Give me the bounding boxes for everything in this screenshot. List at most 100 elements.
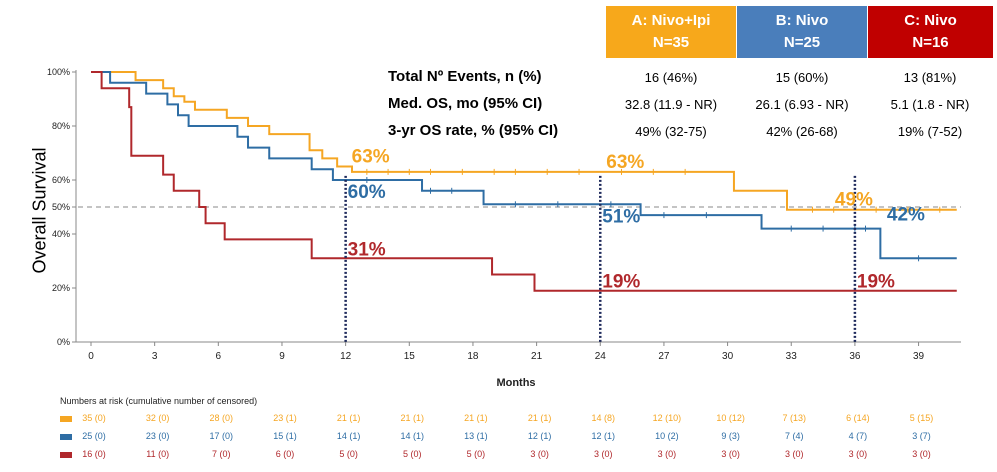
x-tick-label: 9 [279,351,285,362]
risk-cell: 4 (7) [848,431,868,441]
y-tick-label: 100% [47,67,70,77]
risk-cell: 17 (0) [209,431,234,441]
annotation-c: 19% [602,272,640,293]
risk-cell: 21 (1) [464,413,488,423]
risk-cell: 12 (1) [527,431,552,441]
arm-b-n: N=25 [783,34,821,51]
risk-cell: 5 (0) [403,449,422,459]
arm-header-a: A: Nivo+Ipi N=35 [606,6,736,58]
stat-label: 3-yr OS rate, % (95% CI) [388,122,559,139]
risk-cell: 3 (0) [784,449,804,459]
stat-value-c: 19% (7-52) [897,124,963,139]
risk-cell: 14 (1) [336,431,361,441]
risk-row-c: 16 (0) 11 (0) 7 (0) 6 (0) 5 (0) 5 (0) 5 (0) 3 (… [60,449,960,463]
stat-value-b: 15 (60%) [775,70,829,85]
annotation-b: 60% [348,182,386,203]
x-tick-label: 21 [531,351,543,362]
risk-cell: 15 (1) [273,431,297,441]
risk-cell: 25 (0) [82,431,106,441]
risk-cell: 14 (1) [400,431,425,441]
x-tick-label: 18 [467,351,479,362]
risk-cell: 28 (0) [209,413,234,423]
stat-value-a: 32.8 (11.9 - NR) [624,97,718,112]
y-tick-label: 20% [52,283,70,293]
stat-label: Med. OS, mo (95% CI) [388,95,543,112]
annotation-b: 51% [602,206,640,227]
risk-cell: 5 (15) [909,413,934,423]
x-tick-label: 36 [849,351,861,362]
x-tick-label: 12 [340,351,352,362]
risk-table-title: Numbers at risk (cumulative number of ce… [60,396,258,406]
risk-cell: 11 (0) [146,449,170,459]
risk-cell: 5 (0) [339,449,358,459]
stat-value-a: 49% (32-75) [635,124,707,139]
y-tick-label: 60% [52,175,70,185]
arm-header-c: C: Nivo N=16 [868,6,993,58]
risk-swatch-a [60,416,72,422]
risk-cell: 6 (0) [275,449,295,459]
y-tick-label: 40% [52,229,70,239]
risk-cell: 3 (7) [912,431,931,441]
x-tick-label: 0 [88,351,94,362]
risk-cell: 13 (1) [464,431,488,441]
stat-value-b: 42% (26-68) [766,124,838,139]
risk-cell: 3 (0) [848,449,868,459]
x-axis-label: Months [496,377,535,389]
risk-cell: 14 (8) [591,413,616,423]
annotation-b: 42% [887,205,925,226]
stat-label: Total Nº Events, n (%) [388,68,542,85]
risk-cell: 16 (0) [82,449,106,459]
x-tick-label: 24 [595,351,607,362]
risk-swatch-b [60,434,72,440]
arm-c-n: N=16 [912,34,949,51]
y-tick-label: 80% [52,121,70,131]
x-tick-label: 15 [404,351,416,362]
x-tick-label: 33 [786,351,798,362]
stat-value-a: 16 (46%) [644,70,698,85]
y-tick-label: 50% [52,202,70,212]
annotation-c: 19% [857,272,895,293]
risk-swatch-c [60,452,72,458]
risk-cell: 3 (0) [657,449,677,459]
x-tick-label: 6 [216,351,222,362]
stat-value-c: 13 (81%) [903,70,957,85]
series-c-curve [91,71,957,292]
arm-a-name: A: Nivo+Ipi [631,12,711,29]
arm-header-b: B: Nivo N=25 [737,6,867,58]
annotation-a: 49% [835,190,873,211]
risk-row-a: 35 (0) 32 (0) 28 (0) 23 (1) 21 (1) 21 (1) 21 (… [60,413,960,427]
risk-cell: 3 (0) [530,449,549,459]
risk-cell: 21 (1) [400,413,425,423]
risk-cell: 10 (12) [716,413,745,423]
x-tick-label: 3 [152,351,158,362]
risk-cell: 7 (13) [782,413,806,423]
risk-cell: 23 (1) [273,413,297,423]
risk-cell: 6 (14) [846,413,870,423]
y-tick-label: 0% [57,337,70,347]
series-b-curve [91,71,957,260]
series-a-curve [91,71,957,211]
x-tick-label: 30 [722,351,734,362]
risk-cell: 7 (0) [212,449,231,459]
risk-cell: 3 (0) [912,449,931,459]
risk-cell: 3 (0) [594,449,613,459]
stat-value-b: 26.1 (6.93 - NR) [755,97,849,112]
risk-cell: 32 (0) [145,413,170,423]
x-tick-label: 27 [658,351,670,362]
risk-cell: 12 (1) [591,431,616,441]
risk-cell: 21 (1) [336,413,361,423]
annotation-c: 31% [348,239,386,260]
arm-a-n: N=35 [652,34,690,51]
x-tick-label: 39 [913,351,925,362]
risk-cell: 3 (0) [721,449,740,459]
risk-cell: 12 (10) [652,413,682,423]
risk-cell: 7 (4) [784,431,804,441]
arm-b-name: B: Nivo [775,12,829,29]
risk-cell: 9 (3) [721,431,740,441]
risk-row-b: 25 (0) 23 (0) 17 (0) 15 (1) 14 (1) 14 (1) 13 (… [60,431,960,445]
risk-cell: 35 (0) [82,413,106,423]
risk-cell: 21 (1) [527,413,552,423]
annotation-a: 63% [352,147,390,168]
risk-cell: 10 (2) [655,431,679,441]
